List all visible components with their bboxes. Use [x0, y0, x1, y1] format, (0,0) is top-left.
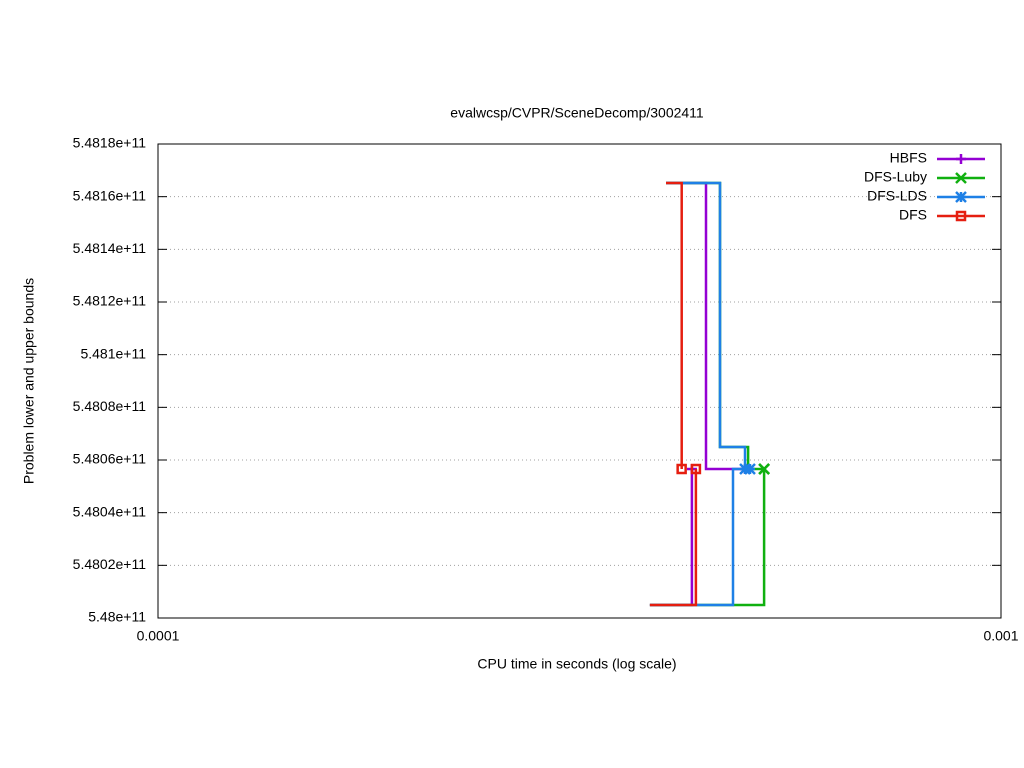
- x-axis-label: CPU time in seconds (log scale): [477, 656, 676, 672]
- marker-part: [690, 463, 702, 475]
- y-tick-label: 5.4802e+11: [73, 556, 147, 572]
- series-line: [649, 181, 750, 607]
- y-tick-label: 5.4812e+11: [73, 293, 147, 309]
- marker-part: [676, 463, 687, 475]
- legend-label: HBFS: [890, 150, 927, 166]
- marker: [676, 463, 687, 475]
- series-line: [649, 181, 745, 607]
- marker: [690, 463, 702, 475]
- marker: [758, 463, 771, 475]
- y-tick-label: 5.4808e+11: [73, 398, 147, 414]
- marker-part: [955, 191, 967, 203]
- y-tick-label: 5.48e+11: [88, 609, 146, 625]
- plot-border: [157, 143, 1002, 619]
- marker: [956, 154, 966, 164]
- chart-title: evalwcsp/CVPR/SceneDecomp/3002411: [450, 105, 704, 121]
- series-line: [649, 181, 698, 607]
- marker: [955, 191, 967, 203]
- marker-part: [955, 210, 967, 222]
- y-tick-label: 5.481e+11: [80, 345, 146, 361]
- legend-label: DFS: [899, 207, 927, 223]
- marker: [739, 463, 751, 475]
- marker-part: [955, 172, 967, 184]
- legend-label: DFS-Luby: [864, 169, 927, 185]
- legend-label: DFS-LDS: [867, 188, 927, 204]
- y-axis-label: Problem lower and upper bounds: [21, 278, 37, 484]
- marker: [955, 210, 967, 222]
- marker-part: [758, 463, 771, 475]
- x-tick-label: 0.001: [983, 628, 1018, 644]
- y-tick-label: 5.4816e+11: [73, 187, 147, 203]
- marker-part: [739, 463, 751, 475]
- y-tick-label: 5.4804e+11: [73, 503, 147, 519]
- marker: [955, 172, 967, 184]
- x-tick-label: 0.0001: [137, 628, 180, 644]
- y-tick-label: 5.4806e+11: [73, 451, 147, 467]
- y-tick-label: 5.4814e+11: [73, 240, 147, 256]
- y-tick-label: 5.4818e+11: [73, 135, 147, 151]
